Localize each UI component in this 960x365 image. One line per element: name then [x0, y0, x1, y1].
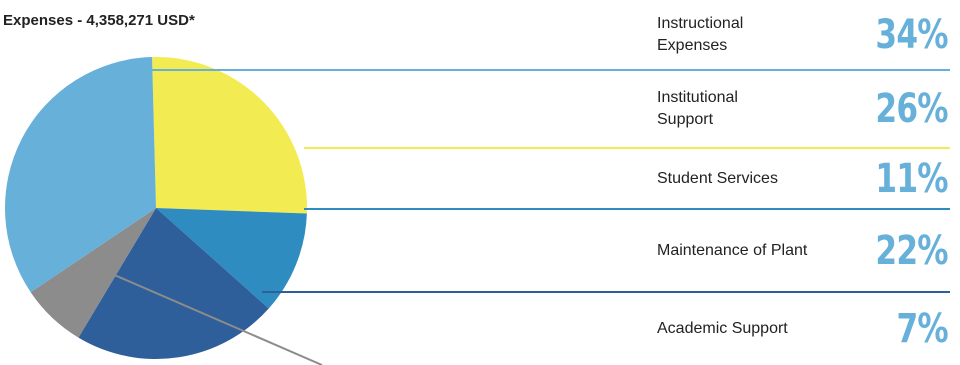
- pie-slice-instructional-expenses: [5, 57, 157, 293]
- legend-label-student-services: Student Services: [657, 170, 778, 187]
- pie-slice-student-services: [156, 208, 307, 309]
- chart-title: Expenses - 4,358,271 USD*: [3, 12, 195, 29]
- legend-label-instructional-expenses: Instructional Expenses: [657, 15, 744, 54]
- legend-value-instructional-expenses: 34%: [875, 12, 949, 58]
- legend-value-student-services: 11%: [875, 156, 949, 202]
- legend-label-maintenance-of-plant: Maintenance of Plant: [657, 242, 808, 259]
- leader-line-academic-support: [98, 267, 323, 365]
- legend-label-institutional-support: Institutional Support: [657, 89, 738, 128]
- legend-label-academic-support: Academic Support: [657, 319, 788, 337]
- legend-value-institutional-support: 26%: [875, 86, 949, 132]
- pie-slice-institutional-support: [152, 56, 308, 214]
- pie-slice-academic-support: [30, 208, 156, 338]
- legend-value-academic-support: 7%: [896, 305, 949, 352]
- legend-value-maintenance-of-plant: 22%: [875, 228, 949, 274]
